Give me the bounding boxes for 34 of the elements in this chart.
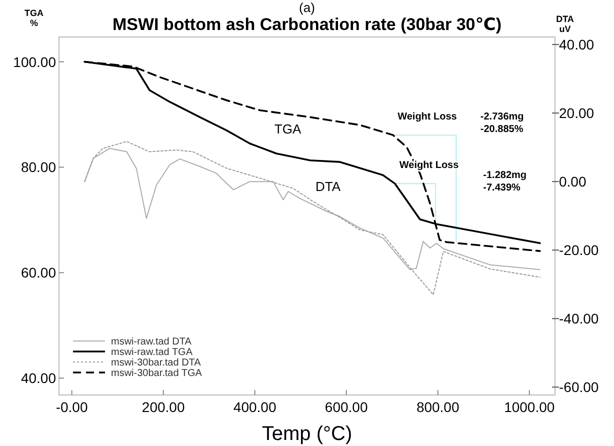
x-tick-label: 200.00 bbox=[142, 399, 185, 415]
y-tick-label: 100.00 bbox=[13, 54, 56, 70]
chart-title: MSWI bottom ash Carbonation rate (30bar 30℃) bbox=[112, 15, 502, 34]
y-tick-label: 80.00 bbox=[20, 159, 56, 176]
annotation: -20.885% bbox=[480, 124, 524, 135]
y-tick-label: 40.00 bbox=[20, 370, 56, 386]
line-series bbox=[84, 148, 540, 270]
annotation: TGA bbox=[274, 121, 302, 136]
x-tick-label: 800.00 bbox=[416, 399, 460, 415]
annotation: DTA bbox=[316, 178, 341, 194]
line-series bbox=[84, 140, 540, 296]
y2-tick-label: -60.00 bbox=[559, 379, 599, 396]
annotation: -2.736mg bbox=[480, 111, 524, 122]
legend-label: mswi-30bar.tad TGA bbox=[111, 368, 202, 379]
x-tick-label: 600.00 bbox=[324, 399, 368, 415]
y2-tick-label: 40.00 bbox=[559, 36, 594, 53]
y-tick-label: 60.00 bbox=[20, 264, 56, 281]
annotation: -7.439% bbox=[483, 182, 521, 194]
y-axis-title: TGA % bbox=[24, 8, 44, 28]
legend-label: mswi-raw.tad DTA bbox=[111, 336, 192, 348]
annotation: -1.282mg bbox=[483, 170, 527, 181]
x-axis-title: Temp (°C) bbox=[262, 423, 352, 445]
x-tick-label: 1000.00 bbox=[504, 399, 555, 415]
x-tick-label: 400.00 bbox=[233, 399, 276, 415]
legend-label: mswi-30bar.tad DTA bbox=[111, 358, 202, 368]
y2-tick-label: -20.00 bbox=[559, 242, 599, 258]
y2-tick-label: -40.00 bbox=[559, 310, 599, 327]
legend-label: mswi-raw.tad TGA bbox=[111, 347, 193, 358]
annotation: Weight Loss bbox=[398, 111, 458, 122]
chart-subtitle: (a) bbox=[299, 0, 315, 15]
y2-tick-label: 0.00 bbox=[559, 174, 586, 190]
x-tick-label: -0.00 bbox=[56, 399, 88, 415]
y2-tick-label: 20.00 bbox=[559, 105, 594, 122]
y2-axis-title: DTA uV bbox=[556, 14, 574, 34]
